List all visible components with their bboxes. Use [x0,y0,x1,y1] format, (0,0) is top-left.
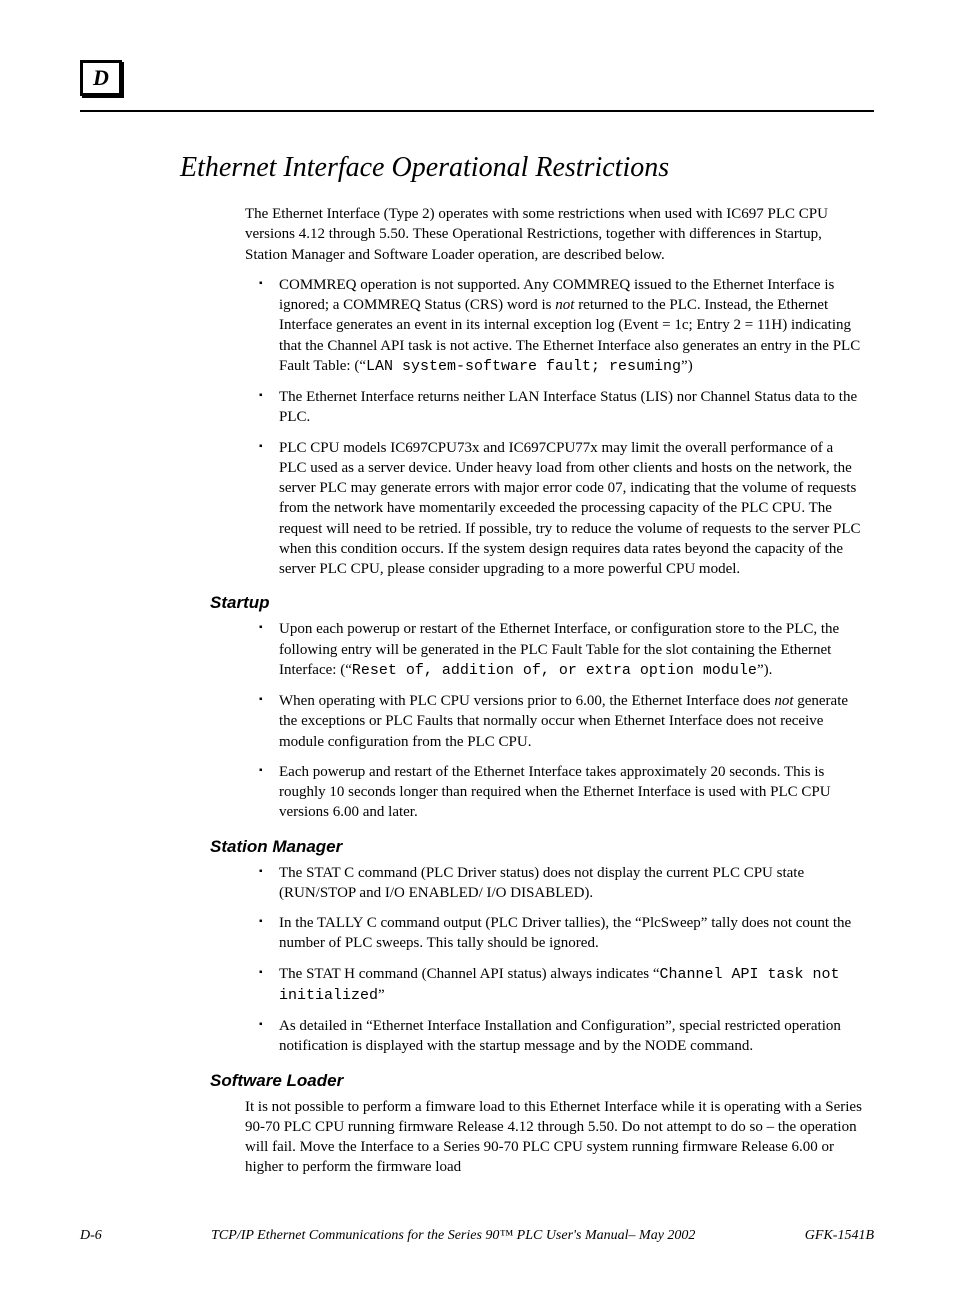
footer-doc-id: GFK-1541B [805,1228,874,1244]
page: D Ethernet Interface Operational Restric… [0,0,954,1294]
text: ” [378,987,385,1003]
footer-manual-title: TCP/IP Ethernet Communications for the S… [132,1228,775,1244]
code-text: Reset of, addition of, or extra option m… [352,662,757,679]
text: ”). [757,662,772,678]
heading-software-loader: Software Loader [210,1071,874,1091]
bullet-lis: The Ethernet Interface returns neither L… [265,387,864,428]
code-text: LAN system-software fault; resuming [366,358,681,375]
text: ”) [681,358,693,374]
appendix-letter: D [80,60,122,96]
software-loader-paragraph: It is not possible to perform a fimware … [245,1097,864,1178]
intro-paragraph: The Ethernet Interface (Type 2) operates… [245,204,864,265]
bullet-stat-c: The STAT C command (PLC Driver status) d… [265,863,864,904]
emphasis-not: not [555,297,574,313]
bullet-prior-versions: When operating with PLC CPU versions pri… [265,691,864,752]
heading-startup: Startup [210,593,874,613]
text: When operating with PLC CPU versions pri… [279,693,774,709]
footer-page-number: D-6 [80,1228,102,1244]
bullet-stat-h: The STAT H command (Channel API status) … [265,964,864,1007]
startup-bullet-list: Upon each powerup or restart of the Ethe… [245,619,864,822]
bullet-commreq: COMMREQ operation is not supported. Any … [265,275,864,377]
station-manager-bullet-list: The STAT C command (PLC Driver status) d… [245,863,864,1057]
top-bullet-list: COMMREQ operation is not supported. Any … [245,275,864,580]
bullet-cpu-models: PLC CPU models IC697CPU73x and IC697CPU7… [265,438,864,580]
text: The STAT H command (Channel API status) … [279,966,660,982]
page-title: Ethernet Interface Operational Restricti… [180,152,874,184]
bullet-tally-c: In the TALLY C command output (PLC Drive… [265,913,864,954]
bullet-powerup: Upon each powerup or restart of the Ethe… [265,619,864,681]
page-footer: D-6 TCP/IP Ethernet Communications for t… [80,1228,874,1244]
header-rule [80,110,874,112]
bullet-install-config: As detailed in “Ethernet Interface Insta… [265,1016,864,1057]
heading-station-manager: Station Manager [210,837,874,857]
emphasis-not: not [774,693,793,709]
bullet-restart-time: Each powerup and restart of the Ethernet… [265,762,864,823]
